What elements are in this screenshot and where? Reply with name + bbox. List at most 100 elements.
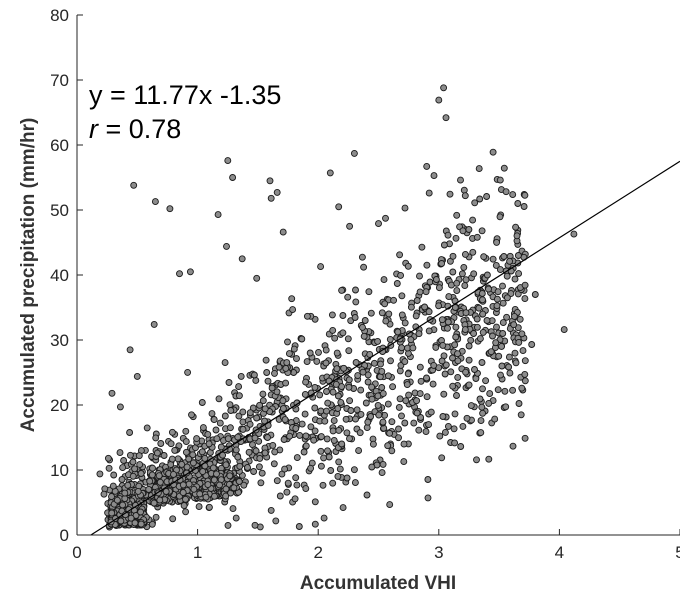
data-point (342, 415, 350, 423)
data-point (339, 504, 347, 512)
data-point (179, 481, 187, 489)
data-point (150, 320, 158, 328)
data-point (340, 364, 348, 372)
data-point (570, 230, 578, 238)
data-point (475, 304, 483, 312)
data-point (405, 391, 413, 399)
data-point (257, 479, 265, 487)
data-point (127, 514, 135, 522)
data-point (387, 357, 394, 365)
regression-line (90, 160, 680, 536)
y-tick-label: 20 (50, 396, 69, 415)
data-point (410, 419, 418, 427)
data-point (244, 464, 251, 471)
data-point (489, 332, 496, 340)
data-point (253, 414, 261, 422)
data-point (453, 392, 460, 399)
data-point (506, 257, 514, 265)
data-point (303, 358, 311, 366)
data-point (493, 302, 501, 310)
data-point (454, 373, 462, 381)
data-point (386, 429, 394, 437)
data-point (330, 436, 338, 444)
data-point (167, 440, 175, 448)
data-point (517, 411, 525, 419)
data-point (339, 329, 347, 337)
data-point (435, 302, 443, 310)
data-point (146, 477, 154, 485)
data-point (267, 194, 275, 202)
data-point (179, 489, 187, 497)
data-point (333, 349, 341, 357)
data-point (310, 436, 318, 444)
data-point (509, 442, 517, 450)
data-point (188, 411, 195, 419)
data-point (374, 337, 382, 345)
data-point (189, 459, 197, 467)
data-point (521, 281, 529, 289)
data-point (129, 472, 137, 480)
data-point (367, 309, 375, 317)
data-point (323, 407, 330, 415)
data-point (152, 513, 160, 521)
data-point (221, 412, 229, 420)
data-point (357, 386, 365, 394)
data-point (148, 520, 156, 528)
data-point (378, 309, 386, 317)
data-point (339, 312, 347, 319)
y-tick-label: 10 (50, 461, 69, 480)
data-point (461, 282, 469, 290)
data-point (323, 435, 331, 443)
data-point (375, 220, 382, 228)
data-point (384, 400, 392, 408)
data-point (266, 177, 274, 185)
data-point (451, 410, 459, 418)
data-point (499, 319, 507, 327)
data-point (263, 369, 271, 376)
data-point (182, 495, 189, 503)
data-point (126, 451, 134, 459)
data-point (476, 195, 484, 203)
data-point (560, 326, 568, 334)
data-point (145, 485, 153, 493)
data-point (489, 148, 497, 156)
data-point (298, 335, 306, 343)
data-points (96, 84, 578, 531)
data-point (334, 472, 342, 480)
data-point (360, 263, 368, 271)
data-point (166, 205, 174, 213)
data-point (105, 464, 113, 472)
data-point (368, 395, 376, 403)
data-point (328, 311, 336, 319)
data-point (282, 379, 290, 387)
data-point (531, 291, 539, 298)
data-point (270, 460, 278, 468)
data-point (350, 149, 358, 157)
data-point (301, 410, 309, 418)
data-point (425, 421, 433, 429)
data-point (296, 431, 304, 439)
data-point (184, 368, 192, 376)
data-point (425, 308, 433, 316)
data-point (232, 446, 240, 454)
data-point (273, 477, 281, 485)
data-point (439, 413, 447, 420)
data-point (284, 479, 292, 487)
data-point (317, 462, 325, 470)
data-point (396, 251, 404, 259)
data-point (195, 503, 203, 511)
data-point (415, 426, 423, 434)
data-point (311, 383, 319, 391)
data-point (352, 359, 360, 366)
data-point (438, 454, 446, 462)
data-point (293, 355, 300, 363)
y-tick-label: 40 (50, 266, 69, 285)
data-point (351, 314, 359, 321)
data-point (118, 476, 126, 483)
data-point (185, 455, 193, 463)
data-point (465, 356, 473, 364)
data-point (216, 419, 224, 427)
data-point (460, 263, 468, 271)
data-point (393, 280, 401, 287)
data-point (362, 399, 370, 407)
